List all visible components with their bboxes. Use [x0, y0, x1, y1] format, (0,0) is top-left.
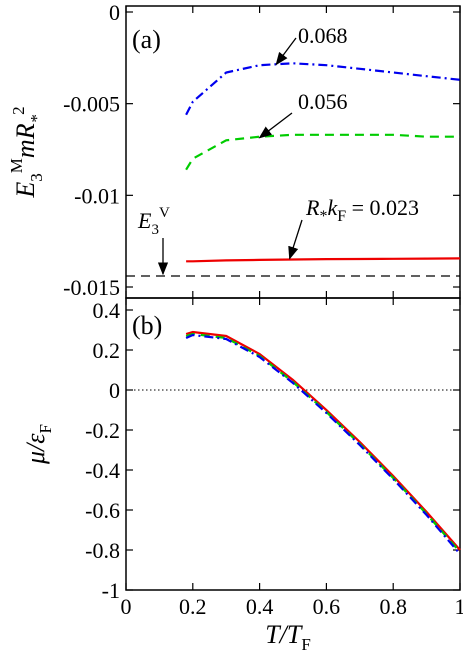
x-tick-label: 1 — [455, 594, 463, 619]
annot-0056: 0.056 — [298, 89, 348, 114]
panel-b-ytick-label: 0.2 — [93, 338, 121, 363]
x-tick-label: 0.4 — [246, 594, 274, 619]
panel-a-ytick-label: -0.015 — [63, 275, 120, 300]
panel-a-series-line — [185, 133, 460, 171]
panel-b-ytick-label: -1 — [102, 578, 120, 603]
svg-text:μ/εF: μ/εF — [21, 424, 55, 465]
panel-b-ytick-label: -0.6 — [85, 498, 120, 523]
annot-e3v: E3V — [137, 205, 170, 238]
panel-b-series-line — [185, 333, 461, 555]
panel-a-frame — [125, 5, 461, 299]
panel-b-series-line — [185, 332, 461, 553]
annot-0068-arrow — [275, 37, 297, 66]
panel-b-ytick-label: -0.8 — [85, 538, 120, 563]
x-tick-label: 0.8 — [379, 594, 407, 619]
x-tick-label: 0.2 — [179, 594, 207, 619]
svg-text:E3MmR*2: E3MmR*2 — [7, 106, 46, 198]
panel-a-ytick-label: 0 — [109, 0, 120, 25]
annot-0068: 0.068 — [298, 23, 348, 48]
annot-0056-arrow — [258, 112, 293, 139]
panel-b-ylabel: μ/εF — [21, 424, 55, 465]
panel-a-series-line — [186, 257, 461, 263]
panel-b-label: (b) — [132, 311, 162, 340]
panel-b-series-line — [185, 330, 461, 551]
annot-0023: R*kF = 0.023 — [305, 195, 419, 225]
panel-b-ytick-label: -0.2 — [85, 418, 120, 443]
x-axis-label: T/TF — [265, 620, 311, 654]
panel-b-ytick-label: 0 — [109, 378, 120, 403]
x-tick-label: 0 — [121, 594, 132, 619]
panel-a-ytick-label: -0.01 — [74, 183, 120, 208]
panel-a-label: (a) — [132, 25, 161, 54]
annot-0023-arrow — [288, 219, 303, 260]
panel-b-ytick-label: -0.4 — [85, 458, 120, 483]
panel-a-ylabel: E3MmR*2 — [7, 106, 46, 198]
panel-a-ytick-label: -0.005 — [63, 92, 120, 117]
panel-b-frame — [125, 297, 461, 591]
panel-b-ytick-label: 0.4 — [93, 298, 121, 323]
x-tick-label: 0.6 — [313, 594, 341, 619]
